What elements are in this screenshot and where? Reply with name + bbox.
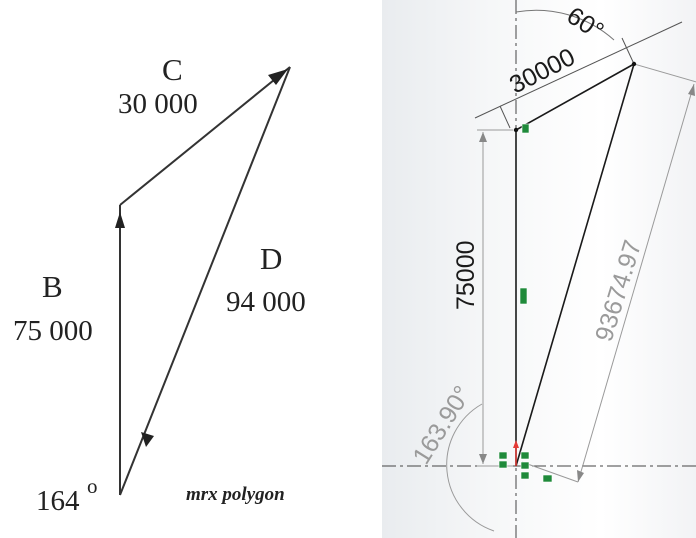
constraint-icon bbox=[498, 460, 508, 469]
sketch-line-d bbox=[515, 63, 635, 467]
dimension-graphics-dark bbox=[474, 21, 683, 129]
dimension-graphics bbox=[446, 9, 696, 532]
vector-b-letter: B bbox=[42, 269, 63, 304]
vector-c-letter: C bbox=[162, 52, 183, 87]
constraint-icon bbox=[520, 471, 530, 480]
cad-sketch-figure: 30000 60° 75000 93674.97 163.90° bbox=[382, 0, 696, 538]
constraint-icon bbox=[521, 123, 530, 134]
constraint-icon bbox=[542, 474, 553, 483]
dimension-arrowheads bbox=[479, 84, 695, 482]
dim-60-degree[interactable]: 60° bbox=[562, 2, 609, 46]
vector-b-arrowhead bbox=[115, 212, 125, 228]
vector-d-line bbox=[119, 66, 291, 496]
cad-sketch-panel: 30000 60° 75000 93674.97 163.90° bbox=[382, 0, 696, 538]
dim-163-90-degree[interactable]: 163.90° bbox=[407, 381, 477, 469]
dim-75000[interactable]: 75000 bbox=[452, 240, 480, 310]
constraint-icon bbox=[520, 451, 530, 460]
dim-93674-97[interactable]: 93674.97 bbox=[590, 237, 647, 345]
constraint-icon bbox=[498, 451, 508, 460]
endpoint-top-right[interactable] bbox=[631, 61, 637, 67]
angle-label: 164 bbox=[36, 485, 80, 517]
diagram-caption: mrx polygon bbox=[186, 484, 285, 505]
vector-d-magnitude: 94 000 bbox=[226, 286, 306, 318]
vector-d-letter: D bbox=[260, 241, 282, 276]
sketch-geometry bbox=[515, 63, 635, 467]
vector-c-line bbox=[119, 66, 291, 206]
vector-c-arrowhead bbox=[268, 69, 288, 85]
sketch-line-c bbox=[515, 63, 635, 131]
vertical-constraint-icon bbox=[519, 287, 528, 305]
origin-icon bbox=[513, 440, 519, 466]
constraint-icon bbox=[520, 461, 530, 470]
vector-b-magnitude: 75 000 bbox=[13, 315, 93, 347]
endpoint-top-left[interactable] bbox=[513, 127, 519, 133]
vector-c-magnitude: 30 000 bbox=[118, 88, 198, 120]
vector-d-arrowhead bbox=[141, 432, 154, 447]
constraint-glyphs bbox=[498, 123, 553, 483]
vector-polygon-panel: C 30 000 B 75 000 D 94 000 164 o mrx pol… bbox=[13, 52, 306, 517]
angle-degree-mark: o bbox=[87, 474, 98, 498]
vector-polygon-figure: C 30 000 B 75 000 D 94 000 164 o mrx pol… bbox=[13, 52, 306, 517]
